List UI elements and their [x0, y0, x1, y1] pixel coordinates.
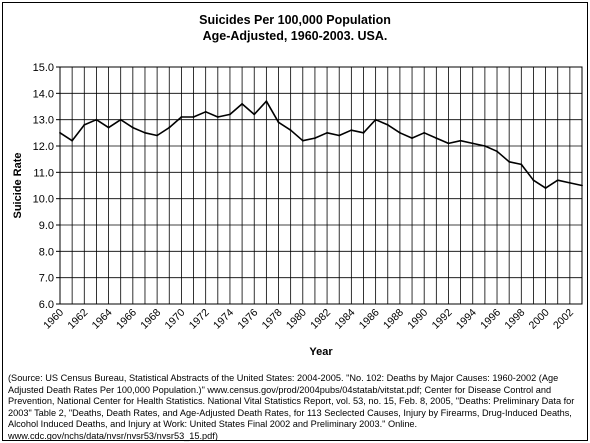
- x-tick-label: 1962: [65, 307, 90, 332]
- y-tick-label: 7.0: [39, 273, 54, 285]
- data-point: [459, 139, 462, 142]
- x-tick-label: 1986: [357, 307, 382, 332]
- data-point: [483, 145, 486, 147]
- data-point: [216, 116, 219, 118]
- x-tick-label: 1964: [90, 307, 115, 332]
- data-point: [131, 126, 134, 129]
- data-point: [423, 131, 426, 134]
- data-point: [399, 131, 401, 134]
- x-tick-label: 2000: [527, 307, 552, 332]
- x-tick-label: 1996: [478, 307, 503, 332]
- x-tick-label: 1982: [308, 307, 333, 332]
- x-tick-label: 1970: [163, 307, 188, 332]
- source-note: (Source: US Census Bureau, Statistical A…: [8, 373, 575, 441]
- y-tick-label: 6.0: [39, 299, 54, 311]
- series-line: [59, 100, 583, 189]
- data-point: [204, 110, 207, 113]
- data-point: [338, 134, 341, 137]
- x-tick-label: 1994: [454, 307, 479, 332]
- data-point: [71, 139, 74, 142]
- x-tick-label: 2002: [551, 307, 576, 332]
- data-point: [229, 113, 231, 116]
- x-tick-label: 1976: [235, 307, 260, 332]
- x-tick-label: 1966: [114, 307, 139, 332]
- chart-subtitle: Age-Adjusted, 1960-2003. USA.: [202, 29, 388, 43]
- data-point: [496, 150, 498, 153]
- y-tick-label: 9.0: [39, 220, 54, 232]
- data-point: [447, 142, 450, 145]
- y-tick-label: 12.0: [33, 141, 54, 153]
- data-point: [119, 118, 122, 121]
- data-point: [253, 113, 256, 116]
- data-point: [471, 142, 474, 145]
- data-point: [326, 131, 328, 134]
- data-point: [277, 121, 280, 124]
- data-point: [156, 134, 159, 137]
- x-tick-label: 1980: [284, 307, 309, 332]
- data-point: [374, 118, 377, 121]
- x-tick-label: 1978: [260, 307, 285, 332]
- data-point: [95, 118, 98, 121]
- data-point: [544, 187, 547, 190]
- data-point: [386, 124, 389, 126]
- data-point: [350, 129, 353, 132]
- x-tick-label: 1990: [405, 307, 430, 332]
- chart-title: Suicides Per 100,000 Population: [199, 13, 391, 27]
- data-point: [568, 181, 571, 184]
- data-point: [83, 124, 86, 126]
- x-tick-label: 1968: [138, 307, 163, 332]
- data-point: [435, 137, 438, 140]
- y-tick-label: 10.0: [33, 194, 54, 206]
- x-tick-label: 1974: [211, 307, 236, 332]
- data-point: [362, 131, 365, 134]
- data-point: [180, 116, 183, 118]
- y-tick-label: 15.0: [33, 62, 54, 74]
- x-tick-label: 1992: [430, 307, 455, 332]
- data-point: [192, 116, 195, 118]
- x-axis-label: Year: [309, 346, 333, 358]
- y-axis-label: Suicide Rate: [12, 152, 24, 218]
- y-tick-label: 14.0: [33, 88, 54, 100]
- data-point: [532, 179, 535, 182]
- data-point: [556, 179, 559, 182]
- data-point: [581, 184, 583, 187]
- data-point: [508, 160, 511, 163]
- x-tick-label: 1988: [381, 307, 406, 332]
- x-tick-label: 1972: [187, 307, 212, 332]
- x-tick-label: 1998: [502, 307, 527, 332]
- x-tick-label: 1984: [332, 307, 357, 332]
- data-point: [59, 131, 61, 134]
- data-point: [168, 126, 171, 129]
- y-tick-label: 13.0: [33, 115, 54, 127]
- y-tick-label: 8.0: [39, 246, 54, 258]
- data-point: [411, 137, 413, 140]
- data-point: [289, 129, 292, 132]
- data-point: [314, 137, 316, 140]
- data-point: [241, 102, 243, 105]
- data-point: [107, 126, 110, 129]
- plot-area: [59, 66, 583, 305]
- data-point: [144, 131, 146, 134]
- data-point: [520, 163, 523, 166]
- data-point: [301, 139, 304, 142]
- data-point: [265, 100, 268, 103]
- y-tick-label: 11.0: [33, 167, 54, 179]
